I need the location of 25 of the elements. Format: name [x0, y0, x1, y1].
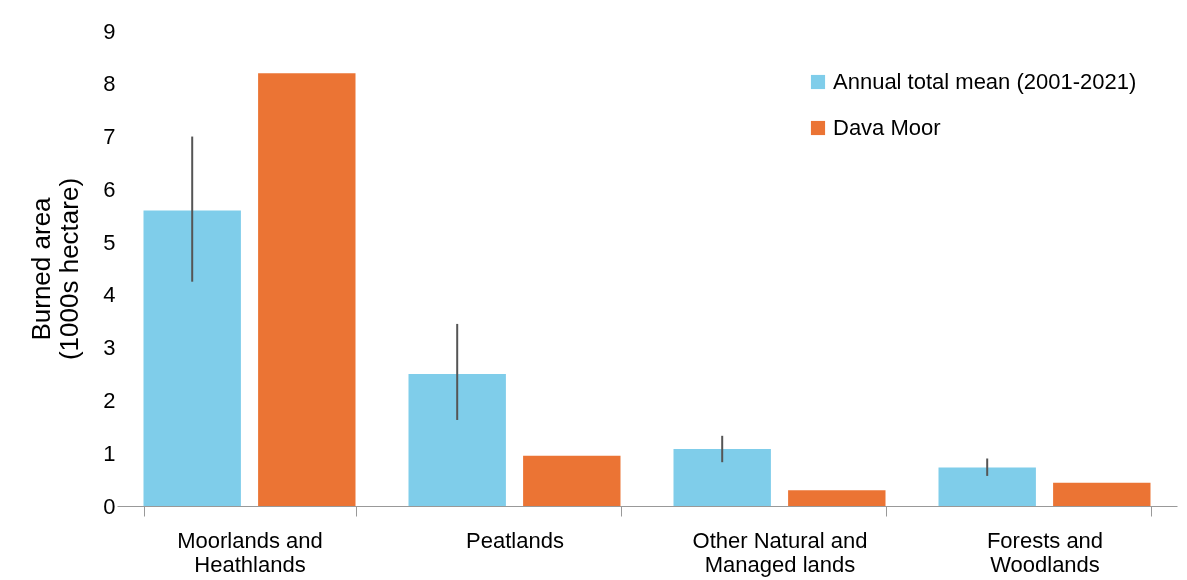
bar: [408, 374, 506, 506]
legend-label: Annual total mean (2001-2021): [833, 69, 1137, 94]
x-tick-label: Peatlands: [466, 527, 564, 553]
bar: [673, 449, 771, 506]
x-tick-label: Moorlands and Heathlands: [177, 527, 323, 577]
y-tick-label: 0: [103, 493, 116, 519]
x-tick-label: Forests and Woodlands: [986, 527, 1104, 577]
bar: [143, 210, 241, 506]
bar: [523, 455, 621, 506]
y-tick-label: 7: [103, 124, 116, 150]
y-tick-label: 5: [103, 229, 116, 255]
y-tick-label: 8: [103, 71, 116, 97]
y-tick-label: 1: [103, 440, 116, 466]
y-tick-label: 9: [103, 18, 116, 44]
y-axis-title: Burned area (1000s hectare): [26, 177, 85, 361]
y-tick-label: 2: [103, 387, 116, 413]
x-tick-label: Other Natural and Managed lands: [692, 527, 868, 577]
bar: [788, 490, 886, 506]
bar: [258, 73, 356, 506]
y-tick-label: 4: [103, 282, 116, 308]
legend-label: Dava Moor: [833, 115, 941, 140]
y-tick-label: 6: [103, 176, 116, 202]
y-tick-label: 3: [103, 335, 116, 361]
bar: [938, 467, 1036, 506]
bar: [1053, 482, 1151, 506]
